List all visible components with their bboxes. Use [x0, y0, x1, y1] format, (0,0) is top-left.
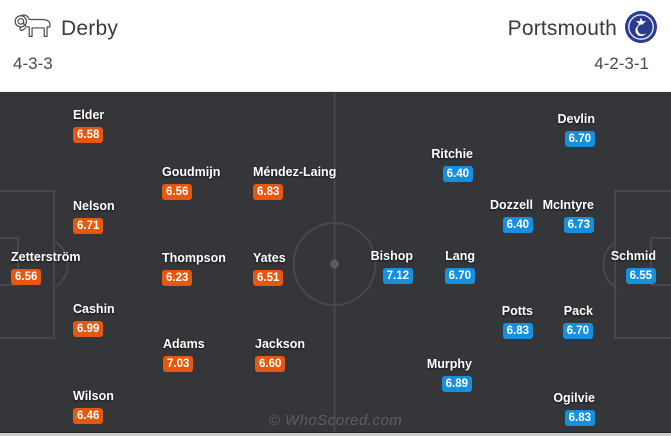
pitch: © WhoScored.com [0, 92, 671, 436]
away-formation: 4-2-3-1 [594, 54, 649, 73]
player-name: Jackson [255, 337, 306, 351]
player-name: Potts [501, 304, 533, 318]
player-rating-badge: 6.58 [73, 127, 104, 143]
player-rating-badge: 6.70 [564, 131, 595, 147]
teams-header: Derby Portsmouth 4-3-3 4-2-3-1 [0, 0, 671, 92]
player-rating-badge: 6.73 [563, 217, 594, 233]
player-name: Wilson [73, 389, 114, 403]
player-away-devlin[interactable]: Devlin 6.70 [557, 112, 595, 147]
portsmouth-crest-icon [625, 10, 657, 48]
home-team[interactable]: Derby [13, 12, 118, 47]
player-away-pack[interactable]: Pack 6.70 [562, 304, 593, 339]
player-away-ogilvie[interactable]: Ogilvie 6.83 [553, 391, 595, 426]
player-name: Goudmijn [162, 165, 221, 179]
player-home-thompson[interactable]: Thompson 6.23 [162, 251, 226, 286]
away-team[interactable]: Portsmouth [507, 10, 657, 48]
player-name: Zetterström [11, 250, 81, 264]
pitch-markings [0, 92, 671, 436]
player-name: Cashin [73, 302, 115, 316]
page-background-strip [0, 433, 671, 436]
player-rating-badge: 7.12 [382, 268, 413, 284]
player-name: Elder [73, 108, 105, 122]
player-name: Méndez-Laing [253, 165, 337, 179]
player-rating-badge: 6.40 [502, 217, 533, 233]
player-home-wilson[interactable]: Wilson 6.46 [73, 389, 114, 424]
away-team-name: Portsmouth [507, 17, 617, 40]
player-rating-badge: 6.70 [444, 268, 475, 284]
player-rating-badge: 7.03 [163, 356, 194, 372]
player-name: Schmid [610, 249, 656, 263]
player-away-dozzell[interactable]: Dozzell 6.40 [490, 198, 533, 233]
player-away-mcintyre[interactable]: McIntyre 6.73 [543, 198, 594, 233]
player-name: Yates [253, 251, 286, 265]
player-name: Devlin [557, 112, 595, 126]
player-home-adams[interactable]: Adams 7.03 [163, 337, 205, 372]
player-home-jackson[interactable]: Jackson 6.60 [255, 337, 305, 372]
player-home-cashin[interactable]: Cashin 6.99 [73, 302, 115, 337]
player-home-nelson[interactable]: Nelson 6.71 [73, 199, 115, 234]
player-name: McIntyre [542, 198, 594, 212]
player-away-schmid[interactable]: Schmid 6.55 [611, 249, 656, 284]
player-rating-badge: 6.89 [441, 376, 472, 392]
player-rating-badge: 6.83 [502, 323, 533, 339]
player-away-lang[interactable]: Lang 6.70 [444, 249, 475, 284]
player-home-yates[interactable]: Yates 6.51 [253, 251, 286, 286]
player-away-bishop[interactable]: Bishop 7.12 [371, 249, 413, 284]
player-name: Nelson [73, 199, 115, 213]
player-name: Ritchie [431, 147, 473, 161]
whoscored-watermark: © WhoScored.com [268, 412, 403, 429]
player-rating-badge: 6.83 [564, 410, 595, 426]
player-home-elder[interactable]: Elder 6.58 [73, 108, 104, 143]
player-rating-badge: 6.55 [625, 268, 656, 284]
player-home-mendez-laing[interactable]: Méndez-Laing 6.83 [253, 165, 336, 200]
player-rating-badge: 6.99 [73, 321, 104, 337]
player-name: Adams [163, 337, 205, 351]
player-rating-badge: 6.51 [253, 270, 284, 286]
player-home-goudmijn[interactable]: Goudmijn 6.56 [162, 165, 220, 200]
player-name: Thompson [162, 251, 226, 265]
home-formation: 4-3-3 [13, 54, 53, 73]
home-team-name: Derby [61, 17, 119, 40]
player-name: Bishop [370, 249, 413, 263]
player-away-ritchie[interactable]: Ritchie 6.40 [431, 147, 473, 182]
player-rating-badge: 6.46 [73, 408, 104, 424]
player-away-murphy[interactable]: Murphy 6.89 [427, 357, 472, 392]
derby-ram-icon [13, 12, 53, 47]
player-rating-badge: 6.71 [73, 218, 104, 234]
player-away-potts[interactable]: Potts 6.83 [502, 304, 533, 339]
player-rating-badge: 6.56 [162, 184, 193, 200]
player-name: Lang [445, 249, 475, 263]
pitch-bottom-divider [0, 432, 671, 433]
player-rating-badge: 6.83 [253, 184, 284, 200]
player-rating-badge: 6.60 [255, 356, 286, 372]
player-name: Dozzell [489, 198, 533, 212]
player-rating-badge: 6.40 [442, 166, 473, 182]
player-home-zetterstrom[interactable]: Zetterström 6.56 [11, 250, 80, 285]
player-rating-badge: 6.56 [11, 269, 42, 285]
player-rating-badge: 6.23 [162, 270, 193, 286]
player-name: Pack [563, 304, 593, 318]
player-name: Ogilvie [553, 391, 595, 405]
player-name: Murphy [426, 357, 472, 371]
player-rating-badge: 6.70 [562, 323, 593, 339]
